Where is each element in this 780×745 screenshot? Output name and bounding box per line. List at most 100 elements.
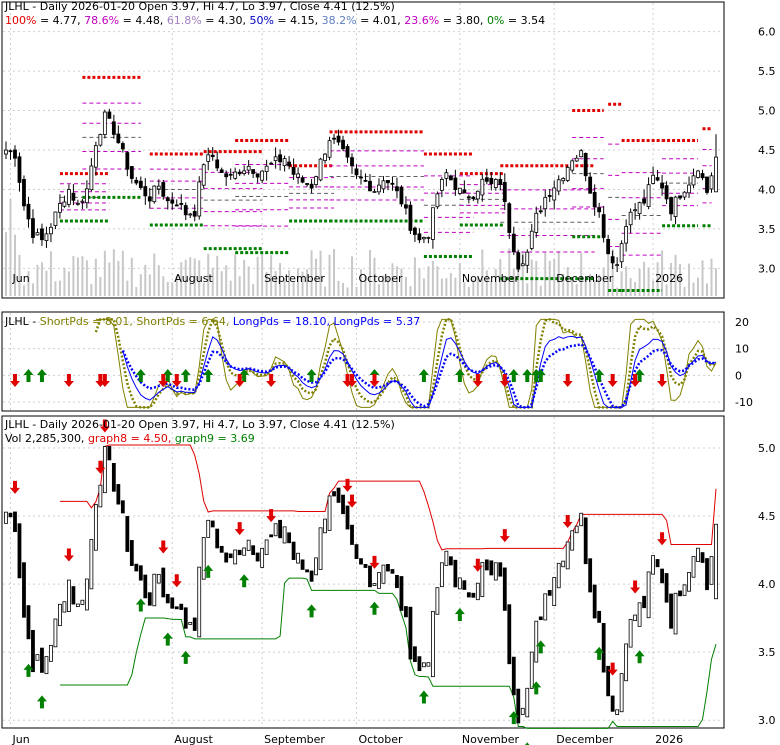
sell-signal-arrow	[347, 374, 358, 387]
channel-candle	[62, 601, 67, 613]
price-candle-body	[264, 165, 269, 173]
channel-candle	[327, 495, 332, 531]
channel-candle	[215, 528, 220, 549]
price-candle-body	[471, 196, 476, 200]
channel-candle	[642, 595, 647, 609]
channel-candle	[516, 688, 521, 724]
volume-bar	[652, 280, 655, 296]
price-candle-body	[390, 182, 395, 185]
volume-bar	[463, 282, 466, 296]
channel-candle	[417, 656, 422, 672]
volume-bar	[539, 285, 542, 296]
price-candle-body	[592, 191, 597, 208]
x-axis-label: August	[174, 733, 213, 745]
osc-tick-label: -10	[735, 396, 753, 409]
channel-candle	[520, 707, 525, 715]
channel-candle	[422, 662, 426, 668]
price-candle-body	[22, 178, 26, 207]
volume-bar	[81, 256, 84, 296]
price-candle-body	[206, 154, 211, 162]
volume-bar	[337, 280, 340, 296]
upper-channel-line	[59, 444, 717, 551]
channel-candle	[475, 582, 480, 601]
price-candle-body	[188, 213, 193, 216]
price-candle-body	[98, 134, 103, 146]
price-candle-body	[53, 211, 58, 226]
volume-bar	[211, 267, 214, 296]
volume-bar	[175, 276, 178, 296]
volume-bar	[297, 268, 300, 296]
fib-legend-value: = 4.30,	[202, 14, 250, 27]
price-candle-body	[386, 179, 390, 184]
channel-x-axis: Jun August September October November Decembe…	[11, 733, 683, 745]
volume-bar	[611, 249, 614, 296]
channel-candle	[314, 557, 318, 576]
volume-bar	[189, 257, 192, 296]
channel-candle	[129, 540, 134, 566]
channel-sell-arrow	[171, 574, 182, 588]
channel-sell-arrow	[562, 514, 573, 528]
price-candle-body	[93, 145, 98, 168]
channel-candle	[696, 547, 700, 562]
price-candle-body	[475, 190, 480, 200]
channel-sell-arrow	[9, 480, 20, 494]
channel-candle	[606, 665, 611, 697]
volume-bar	[616, 287, 619, 296]
price-candle-body	[615, 264, 620, 267]
volume-bar	[112, 249, 115, 296]
volume-bar	[153, 253, 156, 296]
price-candle-body	[13, 149, 17, 159]
price-candle-body	[89, 165, 94, 191]
price-candle-body	[80, 200, 85, 203]
channel-candle	[601, 623, 606, 673]
channel-candle	[651, 555, 655, 575]
volume-bar	[575, 283, 578, 296]
volume-bar	[472, 279, 475, 296]
price-candle-body	[381, 180, 386, 190]
channel-candle	[228, 553, 233, 559]
sell-signal-arrow	[158, 374, 169, 387]
volume-bar	[638, 268, 641, 296]
channel-candle	[242, 547, 247, 556]
channel-candle	[278, 519, 283, 539]
price-candle-body	[224, 173, 229, 178]
volume-bar	[166, 281, 169, 296]
price-candle-body	[457, 187, 462, 194]
volume-bar	[234, 254, 237, 296]
volume-bar	[490, 280, 493, 296]
sell-signal-arrow	[499, 374, 510, 387]
price-candle-body	[296, 173, 300, 178]
channel-candle	[183, 607, 188, 629]
fibonacci-levels	[59, 75, 712, 292]
price-candles	[4, 108, 718, 274]
volume-bar	[261, 251, 264, 296]
price-candle-body	[17, 156, 22, 183]
x-axis-label: Jun	[11, 733, 29, 745]
channel-candle	[273, 523, 278, 537]
channel-tick-label: 5.0	[758, 442, 776, 455]
price-candle-body	[201, 164, 206, 186]
price-candle-body	[327, 140, 332, 158]
channel-candles	[4, 445, 718, 724]
buy-signal-arrow	[522, 369, 533, 382]
volume-bar	[440, 278, 443, 296]
volume-bar	[674, 254, 677, 296]
channel-candle	[682, 584, 687, 596]
price-candle-body	[466, 196, 471, 199]
price-candle-body	[579, 150, 584, 158]
volume-bar	[76, 257, 79, 296]
oscillator-lines	[94, 316, 717, 409]
price-tick-label: 4.0	[758, 183, 776, 196]
volume-bar	[580, 253, 583, 296]
price-candle-body	[233, 171, 238, 179]
volume-bar	[256, 256, 259, 296]
volume-bar	[620, 271, 623, 296]
shortpds-line-2	[94, 316, 717, 409]
price-candle-body	[125, 152, 130, 170]
channel-candle	[664, 573, 669, 603]
channel-sell-arrow	[158, 540, 169, 554]
channel-candle	[152, 573, 157, 607]
channel-tick-label: 4.5	[758, 510, 776, 523]
channel-candle	[156, 573, 161, 584]
price-candle-body	[601, 214, 606, 238]
